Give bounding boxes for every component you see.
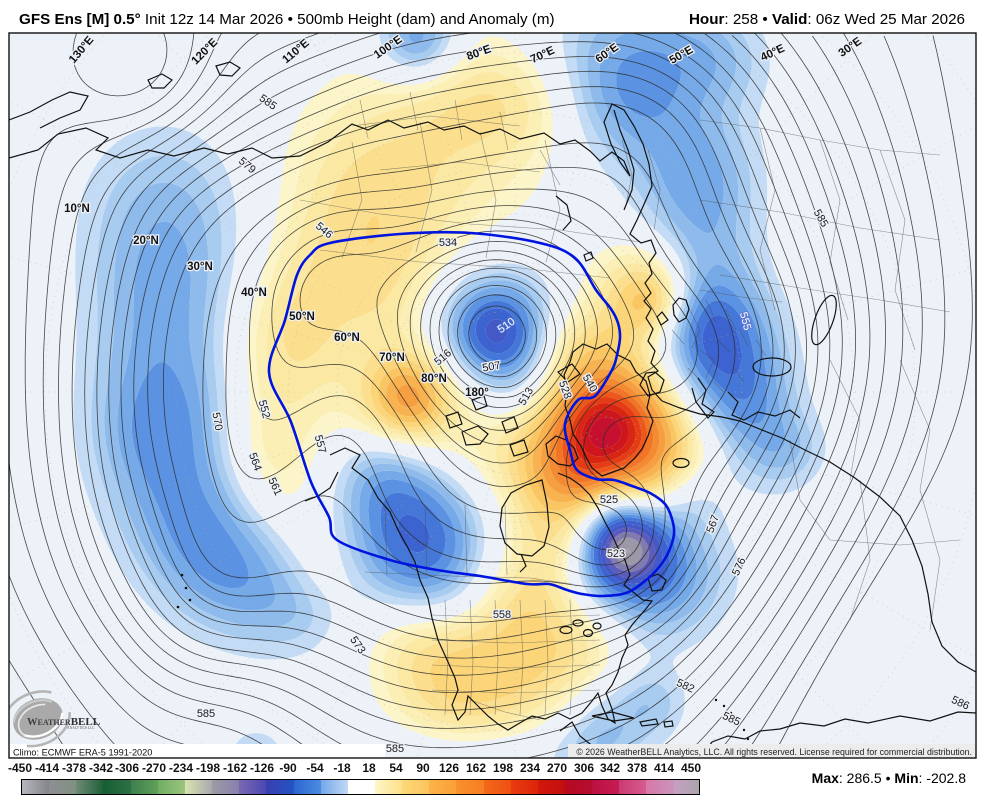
svg-text:70°N: 70°N: [379, 352, 405, 364]
svg-text:523: 523: [607, 548, 625, 560]
svg-text:534: 534: [439, 237, 457, 249]
svg-text:80°N: 80°N: [421, 373, 447, 385]
svg-text:507: 507: [481, 360, 501, 375]
svg-text:50°N: 50°N: [289, 311, 315, 323]
svg-text:567: 567: [704, 513, 722, 534]
svg-text:WEATHERBELL: WEATHERBELL: [27, 716, 100, 728]
svg-text:555: 555: [737, 311, 753, 332]
svg-text:10°N: 10°N: [64, 203, 90, 215]
svg-text:528: 528: [556, 379, 574, 400]
svg-text:30°N: 30°N: [187, 261, 213, 273]
svg-text:585: 585: [386, 743, 404, 755]
svg-text:© 2026 WeatherBELL Analytics,: © 2026 WeatherBELL Analytics, LLC. All r…: [576, 747, 972, 757]
svg-text:585: 585: [197, 708, 215, 720]
svg-text:Climo: ECMWF ERA-5 1991-2020: Climo: ECMWF ERA-5 1991-2020: [13, 748, 152, 758]
svg-text:20°N: 20°N: [133, 235, 159, 247]
svg-text:570: 570: [209, 411, 224, 431]
svg-text:40°N: 40°N: [241, 287, 267, 299]
svg-text:180°: 180°: [465, 387, 489, 399]
svg-text:558: 558: [493, 609, 511, 621]
svg-text:60°N: 60°N: [334, 332, 360, 344]
svg-text:525: 525: [600, 494, 618, 506]
svg-text:ANALYTICS LLC: ANALYTICS LLC: [67, 726, 95, 730]
